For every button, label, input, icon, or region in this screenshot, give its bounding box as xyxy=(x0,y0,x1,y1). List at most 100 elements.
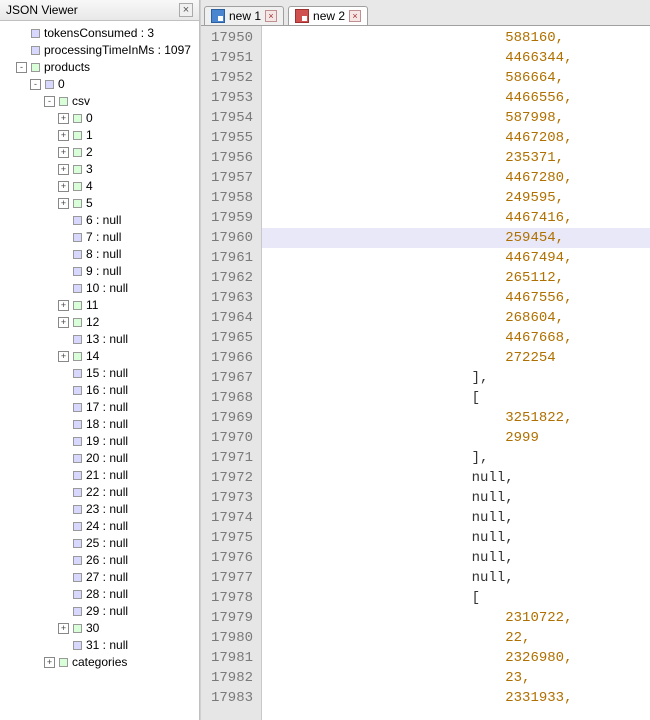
code-line[interactable]: 4466556, xyxy=(262,88,650,108)
tree-node[interactable]: 18 : null xyxy=(58,416,199,433)
code-line[interactable]: 4467280, xyxy=(262,168,650,188)
tree-node[interactable]: 21 : null xyxy=(58,467,199,484)
tree-node[interactable]: +12 xyxy=(58,314,199,331)
expand-icon[interactable]: + xyxy=(58,198,69,209)
line-number: 17971 xyxy=(211,448,253,468)
tree-node[interactable]: +2 xyxy=(58,144,199,161)
code-line[interactable]: 588160, xyxy=(262,28,650,48)
code-line[interactable]: 4467208, xyxy=(262,128,650,148)
code-line[interactable]: null, xyxy=(262,528,650,548)
expand-icon[interactable]: + xyxy=(58,317,69,328)
tree-node[interactable]: +5 xyxy=(58,195,199,212)
tree-node[interactable]: +0 xyxy=(58,110,199,127)
code-line[interactable]: null, xyxy=(262,468,650,488)
expand-icon[interactable]: + xyxy=(58,147,69,158)
code-content[interactable]: 588160, 4466344, 586664, 4466556, 587998… xyxy=(262,26,650,720)
code-line[interactable]: [ xyxy=(262,588,650,608)
tree-node[interactable]: 28 : null xyxy=(58,586,199,603)
tree-node[interactable]: 20 : null xyxy=(58,450,199,467)
code-line[interactable]: 265112, xyxy=(262,268,650,288)
tree-node[interactable]: 6 : null xyxy=(58,212,199,229)
code-line[interactable]: null, xyxy=(262,548,650,568)
code-line[interactable]: 4467668, xyxy=(262,328,650,348)
code-editor[interactable]: 1795017951179521795317954179551795617957… xyxy=(201,26,650,720)
tree-node[interactable]: 16 : null xyxy=(58,382,199,399)
code-line[interactable]: ], xyxy=(262,448,650,468)
expand-icon[interactable]: + xyxy=(58,623,69,634)
code-line[interactable]: 235371, xyxy=(262,148,650,168)
keyword-token: null, xyxy=(270,570,514,586)
tree-node[interactable]: -0-csv+0+1+2+3+4+56 : null7 : null8 : nu… xyxy=(30,76,199,671)
code-line[interactable]: 2326980, xyxy=(262,648,650,668)
tree-node[interactable]: 10 : null xyxy=(58,280,199,297)
panel-close-icon[interactable]: × xyxy=(179,3,193,17)
tree-node[interactable]: 29 : null xyxy=(58,603,199,620)
tree-node[interactable]: +30 xyxy=(58,620,199,637)
code-line[interactable]: null, xyxy=(262,508,650,528)
tree-node[interactable]: +14 xyxy=(58,348,199,365)
tab-close-icon[interactable]: × xyxy=(265,10,277,22)
code-line[interactable]: 2331933, xyxy=(262,688,650,708)
tree-node[interactable]: 8 : null xyxy=(58,246,199,263)
code-line[interactable]: 587998, xyxy=(262,108,650,128)
code-line[interactable]: null, xyxy=(262,568,650,588)
tree-node[interactable]: +11 xyxy=(58,297,199,314)
tree-node[interactable]: 27 : null xyxy=(58,569,199,586)
tab-new-2[interactable]: new 2× xyxy=(288,6,368,25)
code-line[interactable]: null, xyxy=(262,488,650,508)
expand-icon[interactable]: + xyxy=(58,181,69,192)
tree-node[interactable]: 7 : null xyxy=(58,229,199,246)
code-line[interactable]: 259454, xyxy=(262,228,650,248)
tree-node[interactable]: tokensConsumed : 3 xyxy=(16,25,199,42)
code-line[interactable]: 249595, xyxy=(262,188,650,208)
code-line[interactable]: 586664, xyxy=(262,68,650,88)
tree-node[interactable]: -csv+0+1+2+3+4+56 : null7 : null8 : null… xyxy=(44,93,199,654)
tree-node[interactable]: 9 : null xyxy=(58,263,199,280)
tree-node[interactable]: 22 : null xyxy=(58,484,199,501)
code-line[interactable]: 4467494, xyxy=(262,248,650,268)
expand-icon[interactable]: + xyxy=(58,164,69,175)
tree-node[interactable]: -products-0-csv+0+1+2+3+4+56 : null7 : n… xyxy=(16,59,199,671)
code-line[interactable]: 22, xyxy=(262,628,650,648)
tree-node[interactable]: +4 xyxy=(58,178,199,195)
tree-node[interactable]: 24 : null xyxy=(58,518,199,535)
code-line[interactable]: 23, xyxy=(262,668,650,688)
tree-scroll[interactable]: tokensConsumed : 3processingTimeInMs : 1… xyxy=(0,21,199,720)
collapse-icon[interactable]: - xyxy=(44,96,55,107)
tree-node[interactable]: 26 : null xyxy=(58,552,199,569)
code-line[interactable]: 4467556, xyxy=(262,288,650,308)
expand-icon[interactable]: + xyxy=(58,300,69,311)
node-icon xyxy=(31,46,40,55)
code-line[interactable]: [ xyxy=(262,388,650,408)
expand-icon[interactable]: + xyxy=(58,130,69,141)
line-number: 17959 xyxy=(211,208,253,228)
tab-close-icon[interactable]: × xyxy=(349,10,361,22)
code-line[interactable]: 268604, xyxy=(262,308,650,328)
code-line[interactable]: ], xyxy=(262,368,650,388)
collapse-icon[interactable]: - xyxy=(16,62,27,73)
tree-node[interactable]: 25 : null xyxy=(58,535,199,552)
tree-node[interactable]: 19 : null xyxy=(58,433,199,450)
tree-node[interactable]: +3 xyxy=(58,161,199,178)
code-line[interactable]: 272254 xyxy=(262,348,650,368)
tree-node[interactable]: +1 xyxy=(58,127,199,144)
tree-node[interactable]: 23 : null xyxy=(58,501,199,518)
tree-node[interactable]: 15 : null xyxy=(58,365,199,382)
tree-node[interactable]: 13 : null xyxy=(58,331,199,348)
expand-icon[interactable]: + xyxy=(44,657,55,668)
code-line[interactable]: 2310722, xyxy=(262,608,650,628)
tree-node[interactable]: 17 : null xyxy=(58,399,199,416)
code-line[interactable]: 3251822, xyxy=(262,408,650,428)
code-line[interactable]: 4466344, xyxy=(262,48,650,68)
expand-icon[interactable]: + xyxy=(58,113,69,124)
tree-node[interactable]: processingTimeInMs : 1097 xyxy=(16,42,199,59)
code-line[interactable]: 4467416, xyxy=(262,208,650,228)
node-label: 30 xyxy=(84,620,99,637)
tree-node[interactable]: 31 : null xyxy=(58,637,199,654)
node-label: 2 xyxy=(84,144,93,161)
tree-node[interactable]: +categories xyxy=(44,654,199,671)
code-line[interactable]: 2999 xyxy=(262,428,650,448)
collapse-icon[interactable]: - xyxy=(30,79,41,90)
tab-new-1[interactable]: new 1× xyxy=(204,6,284,25)
expand-icon[interactable]: + xyxy=(58,351,69,362)
